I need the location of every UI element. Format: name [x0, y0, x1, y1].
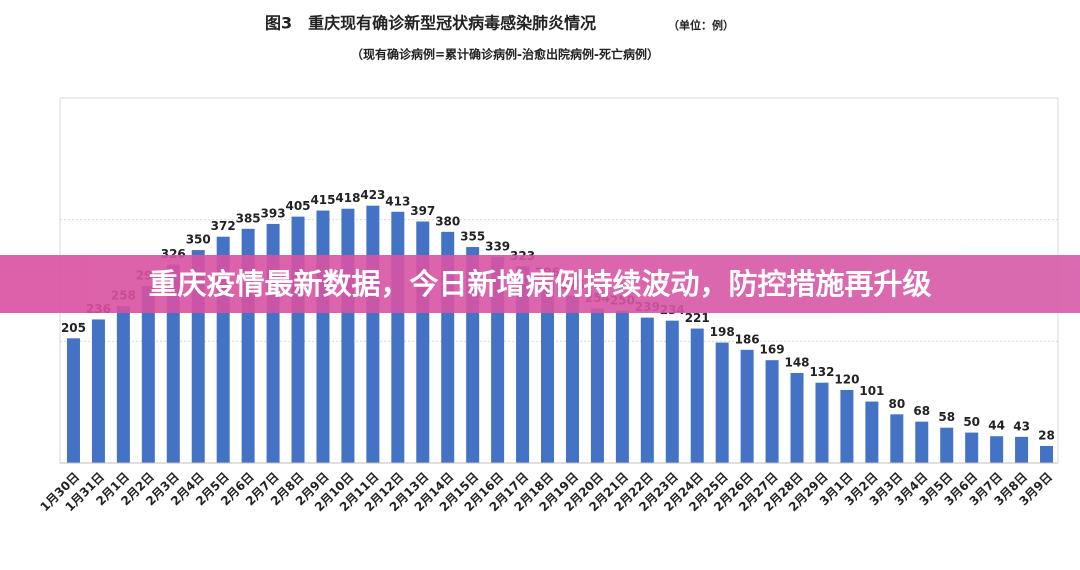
bar [990, 436, 1004, 463]
value-label: 68 [913, 404, 930, 418]
bar [341, 208, 355, 463]
value-label: 50 [963, 415, 980, 429]
value-label: 372 [211, 219, 236, 233]
value-label: 339 [485, 239, 510, 253]
bar [91, 319, 105, 463]
bar [141, 285, 155, 463]
value-label: 132 [809, 365, 834, 379]
value-label: 405 [285, 199, 310, 213]
value-label: 44 [988, 419, 1005, 433]
banner-text: 重庆疫情最新数据，今日新增病例持续波动，防控措施再升级 [148, 267, 931, 301]
bar [116, 306, 130, 463]
bar [815, 382, 829, 463]
bar [790, 372, 804, 463]
value-label: 423 [360, 188, 385, 202]
bar [890, 414, 904, 463]
chart-title: 图3 重庆现有确诊新型冠状病毒感染肺炎情况 [265, 14, 596, 33]
bar [291, 216, 305, 463]
bar [541, 282, 555, 463]
value-label: 186 [735, 332, 760, 346]
bar [1040, 445, 1054, 463]
bar [590, 308, 604, 463]
value-label: 148 [784, 355, 809, 369]
value-label: 393 [261, 206, 286, 220]
bar [565, 295, 579, 463]
bar [391, 211, 405, 463]
bar [765, 360, 779, 463]
bar [166, 264, 180, 463]
bar [940, 427, 954, 463]
bar [665, 320, 679, 463]
value-label: 385 [236, 211, 261, 225]
value-label: 58 [938, 410, 955, 424]
bar [865, 401, 879, 463]
value-label: 415 [310, 193, 335, 207]
value-label: 221 [685, 311, 710, 325]
bar [615, 310, 629, 463]
bar [66, 338, 80, 463]
value-label: 28 [1038, 428, 1055, 442]
bar [965, 432, 979, 463]
bar [366, 205, 380, 464]
value-label: 43 [1013, 419, 1030, 433]
bar [840, 390, 854, 463]
bar [516, 266, 530, 463]
banner [0, 255, 1080, 313]
value-label: 198 [710, 325, 735, 339]
bar [740, 349, 754, 463]
bar [715, 342, 729, 463]
value-label: 355 [460, 230, 485, 244]
value-label: 101 [859, 384, 884, 398]
value-label: 413 [385, 194, 410, 208]
value-label: 205 [61, 321, 86, 335]
bar [640, 317, 654, 463]
bar [915, 421, 929, 463]
value-label: 418 [335, 191, 360, 205]
value-label: 380 [435, 214, 460, 228]
value-label: 80 [888, 397, 905, 411]
value-label: 350 [186, 233, 211, 247]
value-label: 397 [410, 204, 435, 218]
chart-subtitle: （现有确诊病例=累计确诊病例-治愈出院病例-死亡病例） [351, 47, 659, 62]
chart-unit: （单位：例） [668, 18, 734, 32]
bar [1015, 436, 1029, 463]
bar [690, 328, 704, 463]
value-label: 169 [760, 343, 785, 357]
bar [316, 210, 330, 463]
value-label: 120 [834, 373, 859, 387]
